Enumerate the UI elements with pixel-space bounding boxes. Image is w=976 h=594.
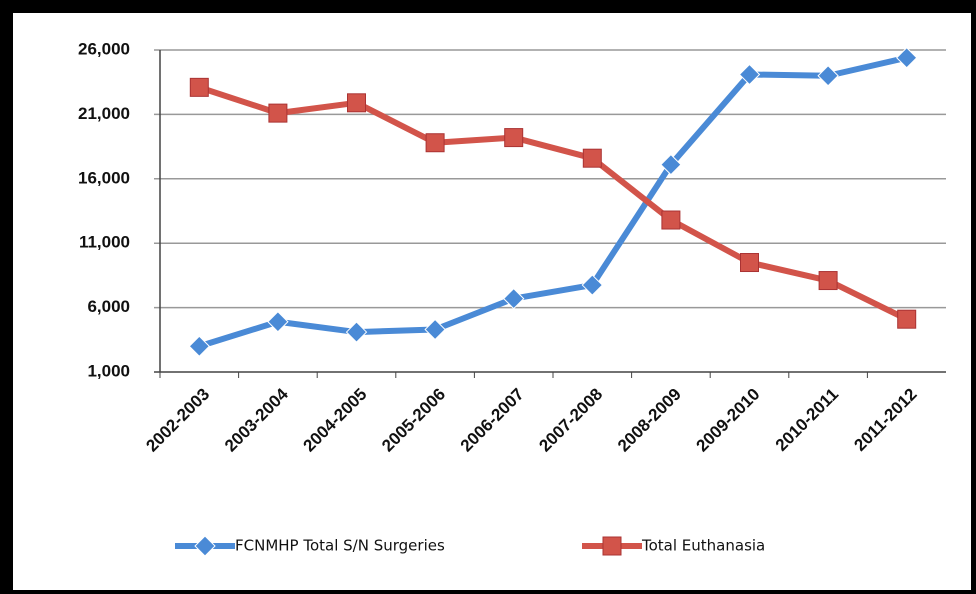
marker	[602, 536, 622, 556]
series-line	[198, 84, 909, 322]
marker	[582, 148, 602, 168]
y-tick-label: 21,000	[78, 104, 130, 123]
marker	[817, 65, 839, 87]
marker	[347, 93, 366, 113]
marker	[188, 335, 211, 357]
y-tick-label: 6,000	[87, 297, 130, 316]
marker	[502, 287, 525, 310]
legend-label: FCNMHP Total S/N Surgeries	[235, 537, 445, 555]
marker	[661, 210, 681, 230]
marker	[424, 318, 446, 341]
legend-label: Total Euthanasia	[641, 537, 765, 555]
marker	[581, 274, 604, 296]
marker	[189, 77, 209, 97]
y-tick-label: 11,000	[79, 233, 130, 252]
marker	[425, 133, 445, 153]
marker	[345, 321, 368, 343]
background	[13, 13, 971, 590]
marker	[818, 271, 838, 291]
series-line	[198, 54, 908, 350]
marker	[897, 309, 917, 329]
marker	[504, 128, 524, 148]
marker	[194, 535, 216, 557]
marker	[738, 63, 761, 86]
marker	[267, 311, 289, 333]
y-tick-label: 26,000	[78, 39, 130, 58]
marker	[660, 153, 682, 176]
marker	[268, 103, 288, 123]
marker	[740, 253, 759, 273]
marker	[895, 47, 918, 69]
y-tick-label: 16,000	[78, 168, 130, 187]
y-tick-label: 1,000	[87, 361, 130, 380]
